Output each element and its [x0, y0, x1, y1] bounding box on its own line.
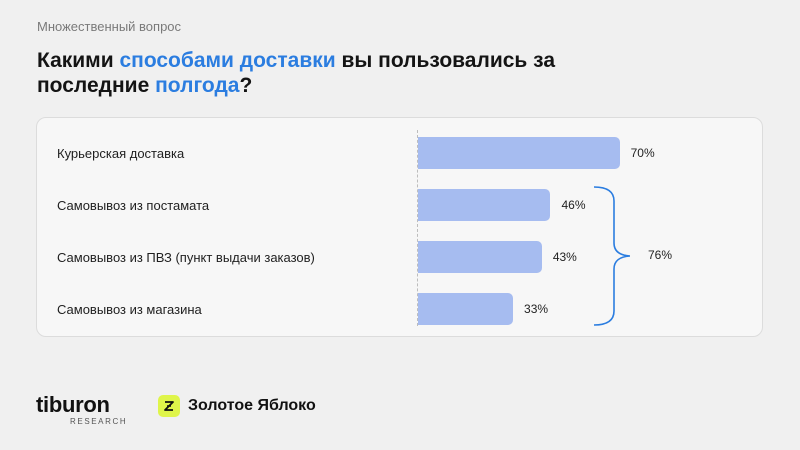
- question-type-label: Множественный вопрос: [37, 19, 182, 34]
- bar: [418, 241, 542, 273]
- category-label: Самовывоз из магазина: [57, 302, 202, 317]
- bar-value-label: 43%: [552, 250, 577, 264]
- bar: [418, 189, 551, 221]
- chart-card: [36, 117, 763, 337]
- zolotoe-yabloko-logo: Золотое Яблоко: [158, 395, 316, 417]
- title-text: ?: [239, 74, 253, 97]
- chart-axis-line: [417, 130, 418, 326]
- tiburon-logo-subtitle: RESEARCH: [70, 417, 128, 426]
- title-text: вы пользовались за последние: [37, 49, 555, 97]
- zolotoe-yabloko-logo-text: Золотое Яблоко: [188, 397, 316, 414]
- title-highlight: полгода: [155, 74, 240, 97]
- category-label: Самовывоз из постамата: [57, 198, 210, 213]
- bar: [418, 293, 514, 325]
- za-logo-icon: [158, 395, 180, 417]
- title-highlight: способами доставки: [119, 49, 336, 72]
- bar-value-label: 33%: [524, 302, 549, 316]
- category-label: Курьерская доставка: [57, 146, 185, 161]
- page-title: Какими способами доставки вы пользовалис…: [37, 48, 637, 98]
- tiburon-logo-text: tiburon: [36, 392, 110, 417]
- group-value-label: 76%: [648, 248, 673, 262]
- category-label: Самовывоз из ПВЗ (пункт выдачи заказов): [57, 250, 315, 265]
- bar-value-label: 46%: [561, 198, 586, 212]
- tiburon-logo: tiburon RESEARCH: [36, 392, 126, 426]
- group-brace: [593, 186, 630, 326]
- title-text: Какими: [37, 49, 120, 72]
- bar: [418, 137, 620, 169]
- bar-value-label: 70%: [630, 146, 655, 160]
